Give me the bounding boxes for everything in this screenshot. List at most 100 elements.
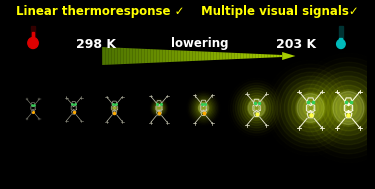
Polygon shape (129, 48, 132, 64)
Polygon shape (213, 52, 216, 60)
Circle shape (158, 106, 160, 110)
Polygon shape (183, 51, 186, 61)
Polygon shape (279, 55, 282, 57)
Text: 203 K: 203 K (276, 39, 316, 51)
Bar (31, 26, 35, 44)
Circle shape (340, 99, 357, 117)
Polygon shape (150, 49, 153, 63)
Polygon shape (126, 48, 129, 64)
Circle shape (252, 103, 261, 113)
Polygon shape (195, 51, 198, 61)
Polygon shape (108, 47, 111, 65)
Circle shape (198, 103, 208, 113)
Polygon shape (231, 53, 234, 59)
Circle shape (28, 37, 38, 49)
Polygon shape (216, 52, 219, 60)
Polygon shape (180, 50, 183, 62)
Polygon shape (201, 51, 204, 61)
Polygon shape (255, 54, 258, 58)
Circle shape (195, 99, 212, 117)
Polygon shape (210, 52, 213, 60)
Circle shape (292, 88, 330, 128)
Bar (339, 26, 343, 44)
Circle shape (202, 106, 205, 109)
Circle shape (336, 94, 362, 122)
Polygon shape (117, 48, 120, 64)
Circle shape (245, 95, 268, 121)
Polygon shape (267, 54, 270, 58)
Circle shape (113, 107, 116, 109)
Polygon shape (165, 50, 168, 62)
Circle shape (333, 91, 364, 125)
Text: lowering: lowering (171, 37, 228, 50)
Polygon shape (264, 54, 267, 58)
Polygon shape (138, 49, 141, 63)
Circle shape (196, 101, 211, 115)
Polygon shape (171, 50, 174, 62)
Circle shape (113, 106, 116, 110)
Circle shape (194, 98, 213, 119)
Bar (32, 32, 34, 42)
Circle shape (201, 105, 206, 111)
Circle shape (307, 104, 314, 112)
Polygon shape (228, 53, 231, 59)
Polygon shape (135, 48, 138, 64)
Circle shape (112, 106, 117, 110)
Polygon shape (159, 50, 162, 63)
Circle shape (240, 91, 273, 125)
Polygon shape (156, 49, 159, 63)
Polygon shape (105, 47, 108, 65)
Polygon shape (270, 54, 273, 57)
Circle shape (156, 105, 162, 111)
Polygon shape (177, 50, 180, 62)
Text: Linear thermoresponse ✓: Linear thermoresponse ✓ (16, 5, 184, 19)
Polygon shape (246, 53, 249, 59)
Polygon shape (174, 50, 177, 62)
Polygon shape (204, 52, 207, 60)
Polygon shape (162, 50, 165, 62)
Polygon shape (123, 48, 126, 64)
Polygon shape (114, 47, 117, 64)
Polygon shape (276, 55, 279, 57)
Polygon shape (252, 54, 255, 58)
Polygon shape (273, 55, 276, 57)
Circle shape (157, 105, 161, 111)
Polygon shape (189, 51, 192, 61)
Circle shape (249, 101, 264, 115)
Polygon shape (186, 51, 189, 61)
Polygon shape (261, 54, 264, 58)
Polygon shape (102, 47, 105, 65)
Circle shape (247, 98, 266, 118)
Circle shape (331, 90, 366, 126)
Circle shape (303, 100, 318, 116)
Bar (31, 26, 35, 42)
Circle shape (318, 76, 375, 140)
Polygon shape (207, 52, 210, 60)
Polygon shape (111, 47, 114, 65)
Circle shape (284, 80, 337, 136)
Polygon shape (258, 54, 261, 58)
Polygon shape (237, 53, 240, 59)
Text: 298 K: 298 K (75, 39, 116, 51)
Text: Multiple visual signals✓: Multiple visual signals✓ (201, 5, 359, 19)
Polygon shape (219, 52, 222, 60)
Polygon shape (240, 53, 243, 59)
Polygon shape (141, 49, 144, 63)
Polygon shape (243, 53, 246, 59)
Circle shape (112, 105, 117, 111)
Polygon shape (192, 51, 195, 61)
Circle shape (248, 99, 265, 117)
Bar (339, 26, 343, 44)
Circle shape (153, 102, 165, 114)
Circle shape (158, 107, 160, 109)
Circle shape (337, 40, 345, 49)
Circle shape (154, 103, 164, 113)
Circle shape (155, 104, 163, 112)
Circle shape (327, 85, 370, 131)
Polygon shape (234, 53, 237, 59)
Circle shape (288, 84, 333, 132)
Circle shape (156, 105, 162, 111)
Polygon shape (132, 48, 135, 64)
Circle shape (113, 106, 116, 109)
Circle shape (296, 92, 326, 124)
